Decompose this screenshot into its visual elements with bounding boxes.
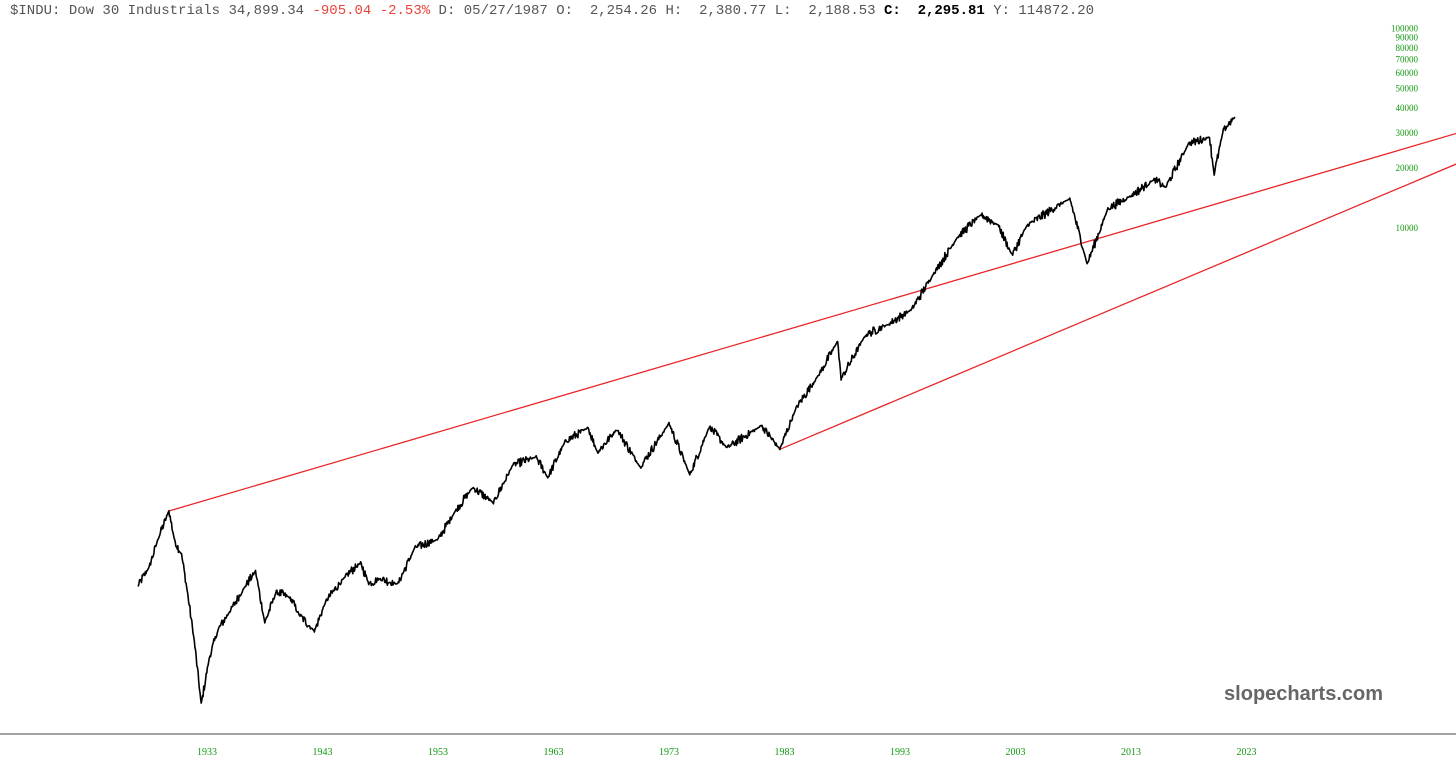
trendline-2 <box>779 163 1456 450</box>
open-value: 2,254.26 <box>589 3 658 19</box>
x-tick-label: 1943 <box>313 747 333 758</box>
x-tick-label: 1953 <box>428 747 448 758</box>
y-label: Y: <box>993 3 1010 19</box>
high-label: H: <box>665 3 683 19</box>
y-tick-label: 60000 <box>1396 68 1419 78</box>
x-tick-label: 1993 <box>890 747 910 758</box>
y-tick-label: 20000 <box>1396 163 1419 173</box>
price-series <box>137 116 1236 704</box>
trendlines <box>168 132 1456 512</box>
y-tick-label: 10000 <box>1396 223 1419 233</box>
y-value: 114872.20 <box>1018 3 1095 19</box>
date-value: 05/27/1987 <box>463 3 548 19</box>
date-label: D: <box>438 3 456 19</box>
y-tick-label: 40000 <box>1396 103 1419 113</box>
y-tick-label: 100000 <box>1391 24 1419 34</box>
price-line <box>137 116 1236 704</box>
x-tick-label: 2013 <box>1121 747 1141 758</box>
y-tick-label: 30000 <box>1396 128 1419 138</box>
change-percent: -2.53% <box>379 3 431 19</box>
y-tick-label: 70000 <box>1396 54 1419 64</box>
x-axis-labels: 1933 1943 1953 1963 1973 1983 1993 2003 2013 2023 <box>197 747 1257 758</box>
symbol: $INDU: <box>10 3 61 19</box>
watermark: slopecharts.com <box>1224 683 1383 705</box>
close-label: C: <box>883 3 901 19</box>
trendline-1 <box>168 132 1456 512</box>
y-tick-label: 80000 <box>1396 43 1419 53</box>
quote-header: $INDU: Dow 30 Industrials 34,899.34 -905… <box>10 3 1094 19</box>
high-value: 2,380.77 <box>699 3 767 19</box>
y-tick-label: 50000 <box>1396 84 1419 94</box>
open-label: O: <box>556 3 573 19</box>
close-value: 2,295.81 <box>917 3 985 19</box>
low-label: L: <box>774 3 792 19</box>
x-tick-label: 1933 <box>197 747 217 758</box>
y-tick-label: 90000 <box>1396 33 1419 43</box>
last-price: 34,899.34 <box>228 3 305 19</box>
change-value: -905.04 <box>312 3 372 19</box>
x-tick-label: 1963 <box>544 747 564 758</box>
x-tick-label: 1973 <box>659 747 679 758</box>
x-tick-label: 2023 <box>1237 747 1257 758</box>
index-name: Dow 30 Industrials <box>68 3 221 19</box>
low-value: 2,188.53 <box>808 3 876 19</box>
x-tick-label: 2003 <box>1006 747 1026 758</box>
x-tick-label: 1983 <box>775 747 795 758</box>
